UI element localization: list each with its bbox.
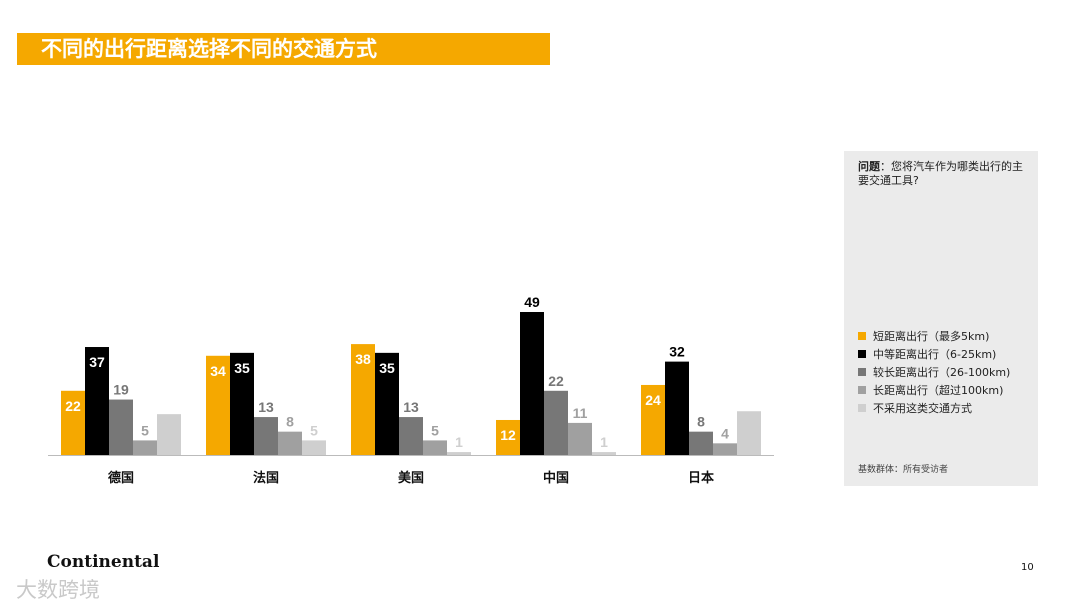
value-label-中国-0: 12 <box>500 427 516 443</box>
legend-swatch <box>858 404 866 412</box>
value-label-美国-3: 5 <box>431 422 439 438</box>
legend-item: 不采用这类交通方式 <box>858 399 1010 417</box>
legend-item: 较长距离出行（26-100km) <box>858 363 1010 381</box>
value-label-美国-4: 1 <box>455 434 463 450</box>
legend-item: 短距离出行（最多5km) <box>858 327 1010 345</box>
category-label: 日本 <box>688 470 714 486</box>
bar-美国-1 <box>375 352 399 455</box>
bar-中国-4 <box>592 452 616 455</box>
bar-中国-0 <box>496 419 520 455</box>
bar-法国-1 <box>230 352 254 455</box>
legend-swatch <box>858 386 866 394</box>
legend-item: 中等距离出行（6-25km) <box>858 345 1010 363</box>
question-body: ：您将汽车作为哪类出行的主要交通工具? <box>858 160 1023 187</box>
page-number: 10 <box>1021 562 1034 573</box>
bar-美国-4 <box>447 452 471 455</box>
bar-美国-2 <box>399 417 423 455</box>
bar-法国-2 <box>254 417 278 455</box>
legend-item: 长距离出行（超过100km) <box>858 381 1010 399</box>
category-label: 德国 <box>108 470 134 486</box>
value-label-中国-4: 1 <box>600 434 608 450</box>
question-text: 问题：您将汽车作为哪类出行的主要交通工具? <box>858 160 1030 188</box>
value-label-中国-3: 11 <box>573 405 588 421</box>
value-label-中国-1: 49 <box>524 294 540 310</box>
bar-法国-0 <box>206 355 230 455</box>
continental-logo: Continental <box>47 552 160 572</box>
page-title: 不同的出行距离选择不同的交通方式 <box>41 37 377 61</box>
value-label-德国-2: 19 <box>113 382 129 398</box>
legend-swatch <box>858 350 866 358</box>
value-label-美国-2: 13 <box>403 399 419 415</box>
category-label: 法国 <box>253 470 279 486</box>
value-label-日本-0: 24 <box>645 392 661 408</box>
bar-德国-2 <box>109 399 133 455</box>
value-label-中国-2: 22 <box>548 373 564 389</box>
value-label-日本-3: 4 <box>721 425 729 441</box>
value-label-法国-3: 8 <box>286 414 294 430</box>
bar-日本-0 <box>641 384 665 455</box>
bar-中国-1 <box>520 312 544 455</box>
bar-德国-3 <box>133 440 157 455</box>
bar-美国-3 <box>423 440 447 455</box>
bar-日本-3 <box>713 443 737 455</box>
base-note: 基数群体：所有受访者 <box>858 465 949 475</box>
bar-法国-4 <box>302 440 326 455</box>
bar-德国-1 <box>85 347 109 455</box>
value-label-日本-2: 8 <box>697 414 705 430</box>
question-label: 问题 <box>858 160 880 173</box>
category-label: 美国 <box>398 470 424 486</box>
bar-美国-0 <box>351 344 375 455</box>
bar-德国-4 <box>157 414 181 455</box>
bar-法国-3 <box>278 431 302 455</box>
legend-swatch <box>858 332 866 340</box>
legend-label: 中等距离出行（6-25km) <box>873 348 997 361</box>
legend-label: 长距离出行（超过100km) <box>873 384 1004 397</box>
category-label: 中国 <box>543 470 569 486</box>
bar-日本-4 <box>737 411 761 455</box>
value-label-法国-2: 13 <box>258 399 274 415</box>
value-label-德国-0: 22 <box>65 398 81 414</box>
title-bar: 不同的出行距离选择不同的交通方式 <box>17 33 550 65</box>
bar-中国-3 <box>568 422 592 455</box>
bar-中国-2 <box>544 390 568 455</box>
info-panel: 问题：您将汽车作为哪类出行的主要交通工具? 短距离出行（最多5km) 中等距离出行… <box>844 151 1038 486</box>
value-label-法国-4: 5 <box>310 422 318 438</box>
watermark: 大数跨境 <box>16 578 100 602</box>
chart-legend: 短距离出行（最多5km) 中等距离出行（6-25km) 较长距离出行（26-100k… <box>858 327 1010 417</box>
value-label-美国-0: 38 <box>355 351 371 367</box>
value-label-法国-0: 34 <box>210 363 226 379</box>
legend-label: 较长距离出行（26-100km) <box>873 366 1011 379</box>
value-label-德国-1: 37 <box>89 354 105 370</box>
bar-日本-1 <box>665 361 689 455</box>
bar-日本-2 <box>689 431 713 455</box>
bar-德国-0 <box>61 390 85 455</box>
value-label-法国-1: 35 <box>234 360 250 376</box>
legend-label: 不采用这类交通方式 <box>873 402 972 415</box>
value-label-美国-1: 35 <box>379 360 395 376</box>
legend-label: 短距离出行（最多5km) <box>873 330 990 343</box>
legend-swatch <box>858 368 866 376</box>
value-label-德国-3: 5 <box>141 422 149 438</box>
value-label-日本-1: 32 <box>669 344 685 360</box>
